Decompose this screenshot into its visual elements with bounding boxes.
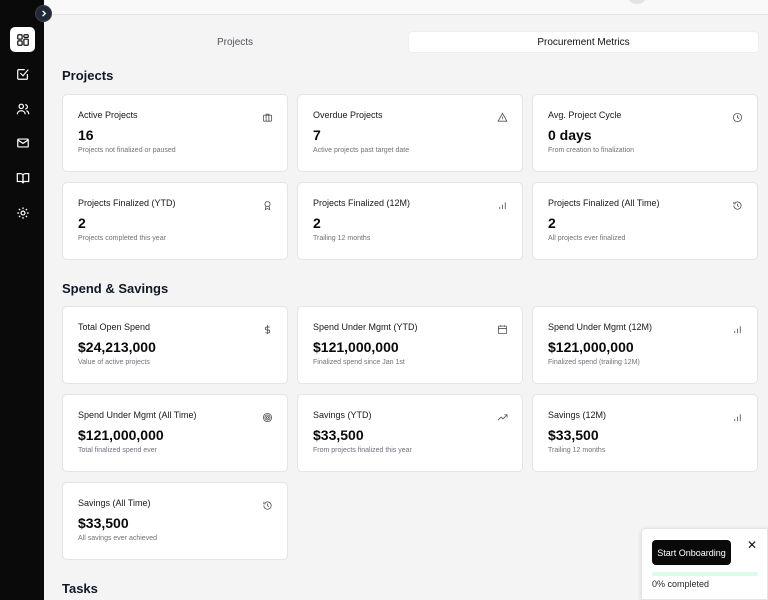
dashboard-icon [16, 33, 29, 46]
card-subtitle: Finalized spend since Jan 1st [313, 359, 405, 366]
card-title: Avg. Project Cycle [548, 110, 622, 120]
close-icon[interactable]: ✕ [747, 538, 758, 552]
card-value: $121,000,000 [548, 339, 634, 355]
metric-card-overdue-projects: Overdue Projects 7 Active projects past … [297, 94, 523, 172]
bar-chart-icon [497, 198, 508, 210]
trending-up-icon [497, 410, 508, 421]
top-bar [44, 0, 768, 15]
card-value: $24,213,000 [78, 339, 156, 355]
checkbox-icon [16, 68, 29, 80]
card-subtitle: Value of active projects [78, 359, 150, 366]
section-title-tasks: Tasks [62, 581, 98, 596]
sidebar-item-settings[interactable] [10, 200, 35, 225]
tab-projects[interactable]: Projects [216, 36, 254, 48]
bar-chart-icon [732, 410, 743, 422]
card-title: Overdue Projects [313, 110, 383, 120]
card-title: Spend Under Mgmt (All Time) [78, 410, 197, 420]
start-onboarding-button[interactable]: Start Onboarding [652, 540, 731, 565]
metric-card-active-projects: Active Projects 16 Projects not finalize… [62, 94, 288, 172]
card-value: 0 days [548, 127, 592, 143]
section-title-projects: Projects [62, 68, 114, 83]
clock-icon [732, 110, 743, 123]
metric-card-total-open-spend: Total Open Spend $24,213,000 Value of ac… [62, 306, 288, 384]
section-title-spend-savings: Spend & Savings [62, 281, 169, 296]
card-subtitle: From projects finalized this year [313, 447, 412, 454]
metric-card-spend-under-mgmt-ytd: Spend Under Mgmt (YTD) $121,000,000 Fina… [297, 306, 523, 384]
metric-card-spend-under-mgmt-12m: Spend Under Mgmt (12M) $121,000,000 Fina… [532, 306, 758, 384]
alert-triangle-icon [497, 110, 508, 122]
card-value: $121,000,000 [313, 339, 399, 355]
card-title: Active Projects [78, 110, 138, 120]
metric-card-savings-12m: Savings (12M) $33,500 Trailing 12 months [532, 394, 758, 472]
card-value: 2 [78, 215, 86, 231]
metric-card-projects-finalized-ytd: Projects Finalized (YTD) 2 Projects comp… [62, 182, 288, 260]
tab-bar: Projects Procurement Metrics [61, 32, 758, 52]
calendar-icon [497, 322, 508, 335]
sidebar-item-users[interactable] [10, 96, 35, 121]
onboarding-progress-text: 0% completed [652, 579, 710, 589]
card-subtitle: Finalized spend (trailing 12M) [548, 359, 640, 366]
card-title: Spend Under Mgmt (12M) [548, 322, 653, 332]
book-icon [16, 172, 29, 183]
target-icon [262, 410, 273, 423]
metric-card-spend-under-mgmt-all-time: Spend Under Mgmt (All Time) $121,000,000… [62, 394, 288, 472]
metric-card-projects-finalized-all-time: Projects Finalized (All Time) 2 All proj… [532, 182, 758, 260]
onboarding-popup: Start Onboarding ✕ 0% completed [641, 528, 768, 600]
card-title: Projects Finalized (12M) [313, 198, 411, 208]
card-title: Spend Under Mgmt (YTD) [313, 322, 418, 332]
chevron-right-icon [42, 10, 47, 17]
card-title: Total Open Spend [78, 322, 151, 332]
card-subtitle: Projects completed this year [78, 235, 166, 242]
sidebar [0, 0, 44, 600]
card-value: $33,500 [313, 427, 364, 443]
card-value: 2 [548, 215, 556, 231]
history-icon [732, 198, 743, 210]
card-value: $33,500 [78, 515, 129, 531]
dollar-icon [262, 322, 273, 335]
users-icon [16, 103, 29, 114]
card-subtitle: All savings ever achieved [78, 535, 157, 542]
metric-card-savings-all-time: Savings (All Time) $33,500 All savings e… [62, 482, 288, 560]
gear-icon [16, 206, 29, 219]
card-value: $121,000,000 [78, 427, 164, 443]
card-title: Projects Finalized (All Time) [548, 198, 660, 208]
award-icon [262, 198, 273, 211]
metric-card-avg-project-cycle: Avg. Project Cycle 0 days From creation … [532, 94, 758, 172]
tab-procurement-metrics[interactable]: Procurement Metrics [409, 32, 758, 52]
card-subtitle: Projects not finalized or paused [78, 147, 176, 154]
sidebar-item-dashboard[interactable] [10, 27, 35, 52]
sidebar-item-mail[interactable] [10, 130, 35, 155]
card-value: 16 [78, 127, 94, 143]
card-title: Savings (12M) [548, 410, 607, 420]
metric-card-projects-finalized-12m: Projects Finalized (12M) 2 Trailing 12 m… [297, 182, 523, 260]
bar-chart-icon [732, 322, 743, 334]
card-value: $33,500 [548, 427, 599, 443]
sidebar-item-tasks[interactable] [10, 61, 35, 86]
card-subtitle: Total finalized spend ever [78, 447, 157, 454]
card-subtitle: From creation to finalization [548, 147, 634, 154]
card-title: Savings (YTD) [313, 410, 372, 420]
card-value: 7 [313, 127, 321, 143]
card-title: Projects Finalized (YTD) [78, 198, 176, 208]
onboarding-progress-bar [652, 572, 758, 576]
card-subtitle: Trailing 12 months [548, 447, 606, 454]
mail-icon [16, 137, 29, 148]
sidebar-collapse-button[interactable] [35, 5, 52, 22]
card-title: Savings (All Time) [78, 498, 151, 508]
metric-card-savings-ytd: Savings (YTD) $33,500 From projects fina… [297, 394, 523, 472]
briefcase-icon [262, 110, 273, 122]
card-subtitle: Active projects past target date [313, 147, 410, 154]
sidebar-item-book[interactable] [10, 165, 35, 190]
card-subtitle: Trailing 12 months [313, 235, 371, 242]
card-subtitle: All projects ever finalized [548, 235, 626, 242]
card-value: 2 [313, 215, 321, 231]
history-icon [262, 498, 273, 510]
avatar[interactable] [628, 0, 646, 4]
